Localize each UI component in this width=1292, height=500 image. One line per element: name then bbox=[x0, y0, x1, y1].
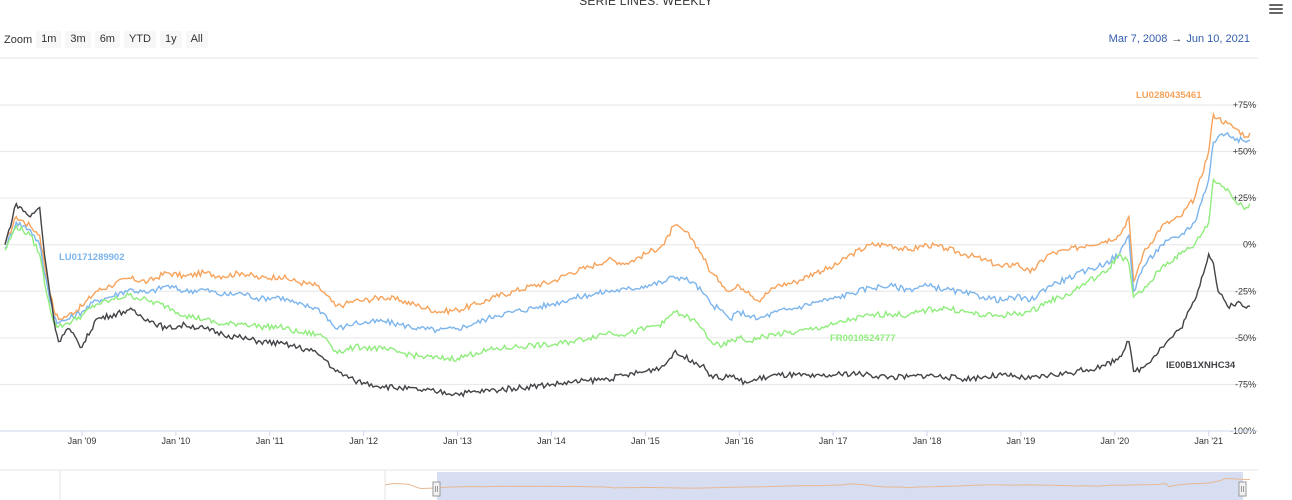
x-tick-label: Jan '21 bbox=[1194, 436, 1223, 446]
hamburger-menu-icon[interactable] bbox=[1266, 2, 1286, 18]
y-axis: +75%+50%+25%0%-25%-50%-75%-100% bbox=[1230, 100, 1256, 436]
x-tick-label: Jan '14 bbox=[537, 436, 566, 446]
series-label-ie00b1xnhc34: IE00B1XNHC34 bbox=[1166, 360, 1236, 371]
x-axis: Jan '09 Jan '10 Jan '11 Jan '12 Jan '13 Jan '… bbox=[68, 431, 1223, 446]
y-tick-label: +50% bbox=[1233, 147, 1256, 157]
zoom-selector: Zoom 1m 3m 6m YTD 1y All bbox=[4, 31, 212, 48]
series-line-lu0280435461[interactable] bbox=[4, 111, 1251, 321]
zoom-3m-button[interactable]: 3m bbox=[65, 31, 91, 48]
zoom-1m-button[interactable]: 1m bbox=[36, 31, 62, 48]
y-tick-label: -50% bbox=[1235, 333, 1256, 343]
series-line-lu0171289902[interactable] bbox=[4, 131, 1251, 334]
x-tick-label: Jan '15 bbox=[631, 436, 660, 446]
x-tick-label: Jan '09 bbox=[68, 436, 97, 446]
series-label-lu0280435461: LU0280435461 bbox=[1136, 90, 1202, 101]
navigator-right-handle[interactable] bbox=[1238, 481, 1247, 497]
chart-title: SERIE LINES: WEEKLY bbox=[579, 0, 713, 8]
navigator-series-line bbox=[384, 477, 1251, 490]
y-tick-label: 0% bbox=[1243, 240, 1256, 250]
series-lines bbox=[4, 111, 1251, 398]
x-tick-label: Jan '10 bbox=[162, 436, 191, 446]
x-tick-label: Jan '12 bbox=[349, 436, 378, 446]
grid-lines bbox=[0, 57, 1258, 385]
series-label-fr0010524777: FR0010524777 bbox=[830, 333, 896, 344]
series-line-ie00b1xnhc34[interactable] bbox=[4, 201, 1251, 398]
y-tick-label: +25% bbox=[1233, 193, 1256, 203]
range-arrow-icon: → bbox=[1171, 33, 1183, 45]
range-to-date[interactable]: Jun 10, 2021 bbox=[1186, 33, 1250, 45]
y-tick-label: -75% bbox=[1235, 379, 1256, 389]
y-tick-label: +75% bbox=[1233, 100, 1256, 110]
zoom-6m-button[interactable]: 6m bbox=[94, 31, 120, 48]
zoom-1y-button[interactable]: 1y bbox=[159, 31, 182, 48]
x-tick-label: Jan '13 bbox=[443, 436, 472, 446]
navigator[interactable] bbox=[0, 469, 1258, 500]
x-tick-label: Jan '20 bbox=[1100, 436, 1129, 446]
navigator-left-handle[interactable] bbox=[432, 481, 441, 497]
series-label-lu0171289902: LU0171289902 bbox=[59, 252, 125, 263]
series-line-fr0010524777[interactable] bbox=[4, 177, 1251, 363]
x-tick-label: Jan '18 bbox=[913, 436, 942, 446]
zoom-all-button[interactable]: All bbox=[185, 31, 208, 48]
x-tick-label: Jan '11 bbox=[256, 436, 284, 446]
y-tick-label: -25% bbox=[1235, 286, 1256, 296]
series-labels: LU0280435461 LU0171289902 FR0010524777 IE00… bbox=[59, 90, 1236, 371]
x-tick-label: Jan '19 bbox=[1007, 436, 1036, 446]
x-tick-label: Jan '17 bbox=[819, 436, 848, 446]
x-tick-label: Jan '16 bbox=[725, 436, 754, 446]
zoom-label: Zoom bbox=[4, 33, 33, 46]
date-range-display: Mar 7, 2008 → Jun 10, 2021 bbox=[1109, 33, 1250, 45]
zoom-ytd-button[interactable]: YTD bbox=[123, 31, 156, 48]
range-from-date[interactable]: Mar 7, 2008 bbox=[1108, 33, 1168, 45]
